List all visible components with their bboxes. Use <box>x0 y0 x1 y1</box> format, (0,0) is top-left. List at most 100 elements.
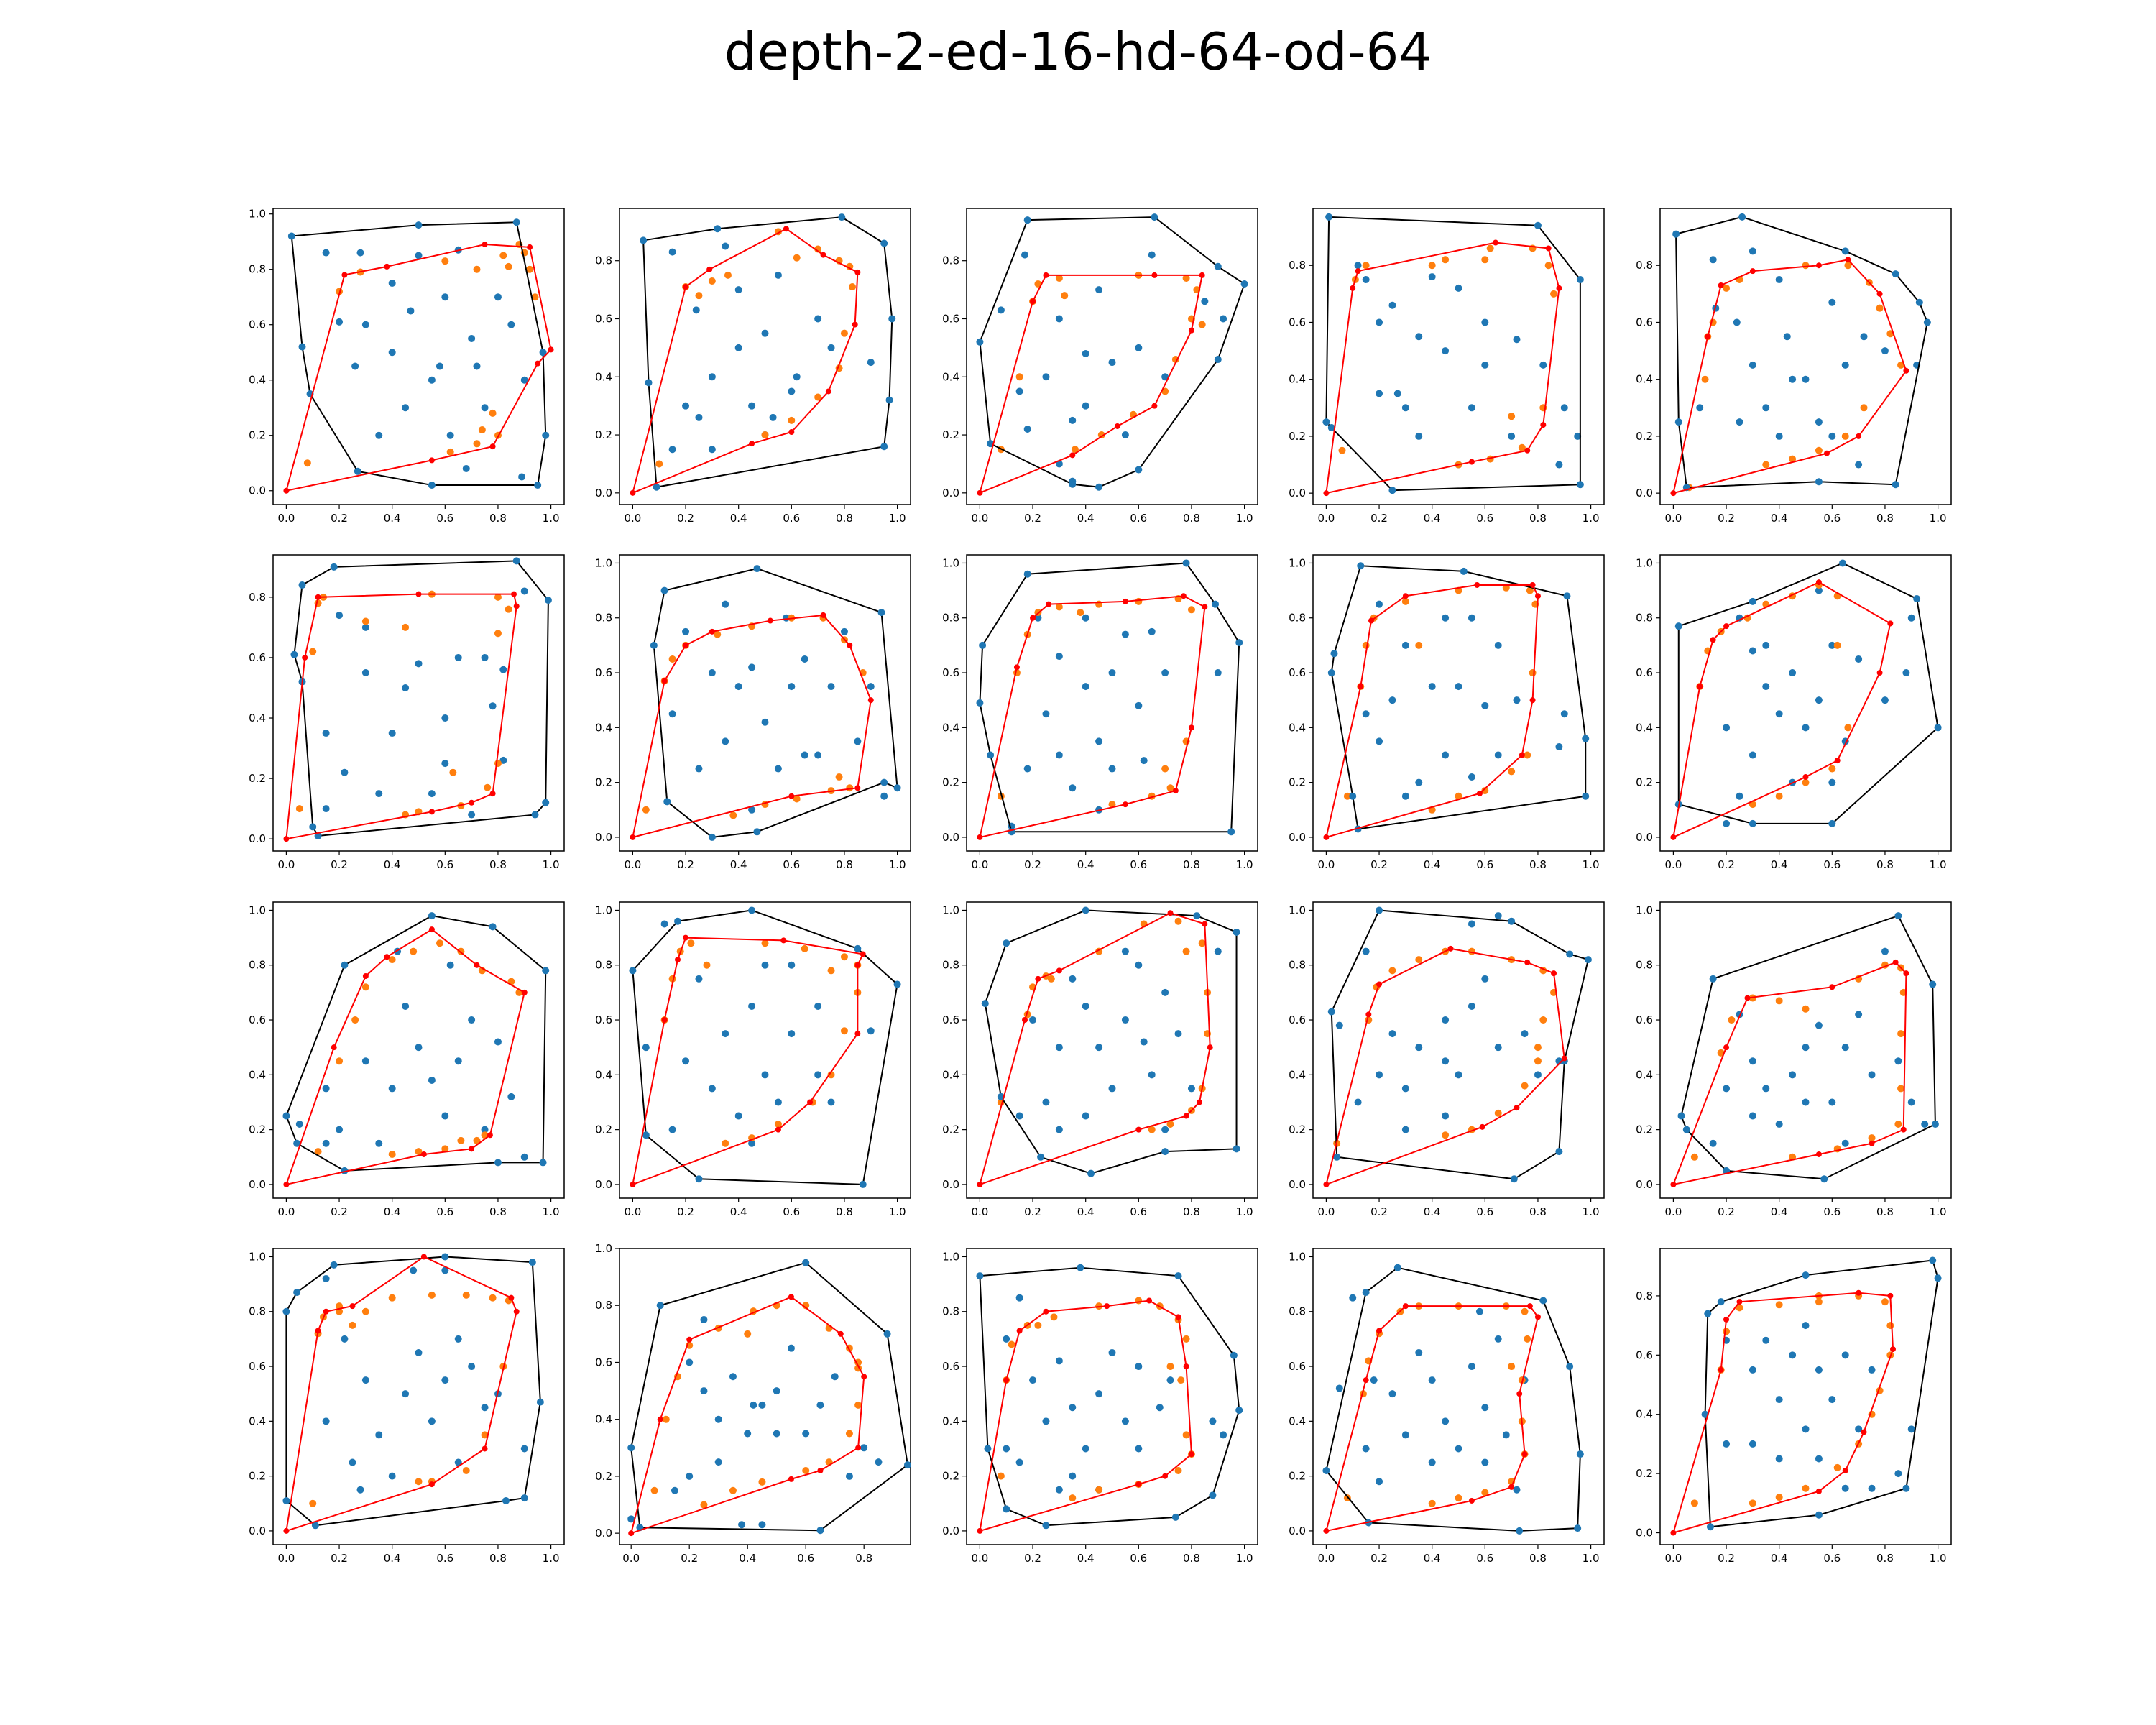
x-tick-label: 0.0 <box>1317 858 1335 871</box>
x-tick-label: 0.0 <box>971 1552 988 1565</box>
outer-hull-vertex <box>802 1259 810 1266</box>
outer-hull-vertex <box>539 1159 547 1167</box>
x-tick-label: 0.4 <box>1424 858 1441 871</box>
outer-hull-vertex <box>1235 1407 1243 1414</box>
y-tick-label: 0.4 <box>942 370 959 383</box>
inner-hull-vertex <box>548 346 554 353</box>
outer-hull-vertex <box>1388 487 1396 494</box>
inner-hull-vertex <box>1402 1303 1409 1310</box>
inner-hull-vertex <box>1003 1377 1010 1384</box>
data-point <box>375 1431 383 1439</box>
outer-hull-vertex <box>341 961 349 969</box>
inner-hull-vertex <box>1479 1123 1485 1130</box>
y-tick-label: 0.8 <box>942 1305 959 1318</box>
inner-hull-vertex <box>1561 1055 1567 1062</box>
data-point <box>1502 1431 1510 1439</box>
inner-hull-vertex <box>420 1254 427 1260</box>
outer-hull-vertex <box>627 1444 635 1452</box>
y-tick-label: 0.4 <box>249 1068 266 1081</box>
data-point <box>1174 1030 1182 1038</box>
x-tick-label: 0.0 <box>277 1552 295 1565</box>
x-tick-label: 0.6 <box>1823 858 1841 871</box>
x-tick-label: 1.0 <box>1236 1205 1253 1218</box>
x-tick-label: 0.2 <box>1024 1205 1041 1218</box>
inner-hull-vertex <box>661 678 668 684</box>
inner-hull-vertex <box>489 443 496 450</box>
data-point <box>642 1044 650 1052</box>
inner-hull-vertex <box>1188 327 1194 334</box>
data-point <box>1802 375 1810 383</box>
hull-point <box>1897 1030 1905 1038</box>
data-point <box>880 792 888 800</box>
data-point <box>1481 702 1489 709</box>
inner-hull-vertex <box>1197 1099 1202 1105</box>
inner-hull-vertex <box>1162 1473 1169 1479</box>
axes-frame <box>619 554 911 852</box>
data-point <box>1082 1445 1089 1453</box>
outer-hull-vertex <box>542 431 550 439</box>
y-tick-label: 1.0 <box>942 556 959 569</box>
hull-point <box>295 805 303 813</box>
outer-hull-line <box>630 1261 909 1532</box>
data-point <box>845 1472 853 1480</box>
data-point <box>1121 947 1129 955</box>
outer-hull-vertex <box>1923 318 1931 326</box>
hull-point <box>1198 939 1206 947</box>
data-point <box>1775 1455 1783 1463</box>
outer-hull-vertex <box>330 563 338 571</box>
outer-hull-line <box>979 562 1240 833</box>
data-point <box>1401 1085 1409 1092</box>
inner-hull-vertex <box>1016 1328 1023 1334</box>
x-tick-label: 0.4 <box>1077 1552 1095 1565</box>
outer-hull-vertex <box>1534 221 1542 229</box>
data-point <box>1015 1112 1023 1120</box>
data-point <box>1388 301 1396 309</box>
hull-point <box>1502 584 1510 592</box>
hull-point <box>1860 404 1868 412</box>
hull-point <box>1775 1494 1783 1501</box>
axes-frame <box>619 1248 911 1545</box>
outer-hull-vertex <box>1563 592 1571 600</box>
x-tick-label: 0.6 <box>1823 1552 1841 1565</box>
outer-hull-vertex <box>1582 735 1590 742</box>
data-point <box>1388 1390 1396 1398</box>
subplot-16: 0.0 0.2 0.4 0.6 0.8 1.0 0.0 0.2 0.4 0.6 0.8 1.0 <box>249 1248 565 1565</box>
x-tick-label: 0.8 <box>1529 1205 1547 1218</box>
x-tick-label: 0.0 <box>622 1552 640 1565</box>
data-point <box>748 402 756 410</box>
hull-point <box>1015 373 1023 381</box>
data-point <box>468 1016 476 1024</box>
y-tick-label: 0.8 <box>249 959 266 972</box>
inner-hull-vertex <box>854 962 861 968</box>
outer-hull-vertex <box>290 650 298 658</box>
x-tick-label: 0.6 <box>1823 1205 1841 1218</box>
outer-hull-vertex <box>885 396 893 404</box>
hull-point <box>446 448 454 456</box>
data-point <box>774 1098 782 1106</box>
data-point <box>708 446 716 454</box>
data-point <box>1855 1011 1863 1018</box>
x-tick-label: 1.0 <box>543 1205 560 1218</box>
subplot-11: 0.0 0.2 0.4 0.6 0.8 1.0 0.0 0.2 0.4 0.6 0.8 1.0 <box>249 901 565 1218</box>
data-point <box>1560 710 1568 718</box>
inner-hull-vertex <box>362 973 369 979</box>
inner-hull-vertex <box>1476 790 1483 796</box>
inner-hull-vertex <box>1856 433 1862 439</box>
y-tick-label: 1.0 <box>1289 903 1306 916</box>
axes-frame <box>619 208 911 505</box>
inner-hull-vertex <box>1355 268 1361 275</box>
x-tick-label: 1.0 <box>1236 1552 1253 1565</box>
data-point <box>867 1027 875 1035</box>
x-tick-label: 0.6 <box>1476 1205 1493 1218</box>
inner-hull-vertex <box>1521 1451 1528 1458</box>
x-tick-label: 0.6 <box>1823 512 1841 525</box>
outer-hull-vertex <box>1333 1153 1341 1161</box>
outer-hull-vertex <box>976 1272 984 1280</box>
inner-hull-vertex <box>1323 1181 1330 1187</box>
data-point <box>686 1358 694 1366</box>
data-point <box>1868 1484 1876 1492</box>
outer-hull-vertex <box>1934 724 1942 732</box>
x-tick-label: 0.2 <box>331 858 348 871</box>
hull-point <box>441 257 449 265</box>
inner-hull-vertex <box>1151 272 1158 278</box>
